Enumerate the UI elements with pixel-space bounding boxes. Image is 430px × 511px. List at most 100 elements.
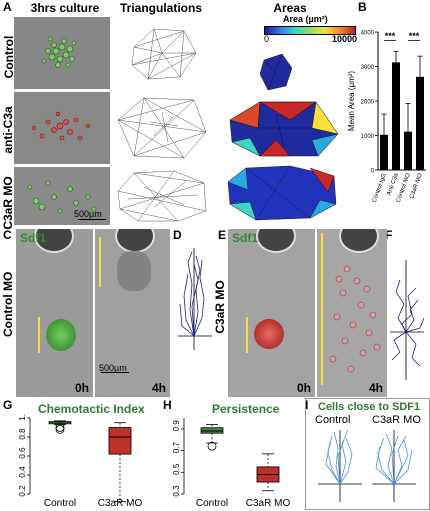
triangulation-anti-c3a	[114, 92, 210, 164]
chart-title-persistence: Persistence	[212, 402, 280, 416]
area-map-c3ar-mo	[227, 165, 337, 221]
x-tick-label: C3aR MO	[246, 498, 291, 509]
y-tick-label: 2000	[361, 100, 375, 106]
y-tick-label: 3000	[361, 65, 375, 71]
y-tick-label: 0.4	[18, 466, 27, 478]
micrograph-c3ar-mo: 500µm	[14, 167, 110, 225]
significance-label: ***	[385, 31, 396, 41]
micrograph-c3ar-mo-4h: 4h	[317, 229, 387, 397]
panel-label-e: E	[218, 228, 227, 242]
box-plot-chemotactic-index: 0.2 0.4 0.6 0.8 1.0 Control C3aR MO	[18, 414, 143, 509]
y-axis-label: Mean Area (µm²)	[347, 71, 356, 132]
y-tick-label: 0.6	[18, 447, 27, 459]
bar	[392, 62, 400, 170]
cell-cluster	[117, 251, 151, 291]
sdf1-bead	[115, 229, 155, 253]
area-maps	[227, 53, 339, 221]
y-tick-label: 0.3	[172, 485, 181, 497]
scalebar-line	[101, 372, 129, 373]
triangulation-mesh	[114, 167, 210, 225]
chart-title-chemotactic-index: Chemotactic Index	[38, 402, 145, 416]
y-tick-label: 0.5	[172, 463, 181, 475]
significance-label: ***	[409, 31, 420, 41]
header-3hrs-culture: 3hrs culture	[30, 1, 100, 15]
triangulation-mesh	[114, 17, 210, 89]
x-tick-label: C3aR MO	[98, 498, 143, 509]
triangulation-mesh	[114, 92, 210, 164]
area-map-control	[259, 53, 293, 91]
panel-label-d: D	[173, 228, 182, 242]
panel-i-label-c3ar-mo: C3aR MO	[372, 414, 421, 426]
bar-chart-mean-area: 0 1000 2000 3000 4000 Mean Area (µm²) Control …	[347, 31, 426, 204]
y-tick-label: 0	[371, 169, 375, 175]
box	[200, 427, 224, 434]
time-label: 0h	[74, 381, 89, 395]
panel-i-label-control: Control	[315, 414, 351, 426]
y-tick-label: 0.8	[18, 428, 27, 440]
colorbar-max: 10000	[332, 34, 358, 44]
micrograph-anti-c3a	[14, 92, 110, 164]
scalebar-line	[78, 219, 106, 220]
panel-label-h: H	[163, 398, 172, 412]
triangulation-control	[114, 17, 210, 89]
row-label-control-mo: Control MO	[1, 271, 15, 337]
time-label: 4h	[368, 381, 383, 395]
y-tick-label: 1.0	[18, 414, 27, 421]
y-tick-label: 1000	[361, 134, 375, 140]
yellow-marker	[321, 233, 323, 385]
x-tick-label: Control	[196, 498, 228, 509]
panel-label-b: B	[358, 0, 367, 14]
panel-label-g: G	[3, 398, 13, 412]
sdf1-label: Sdf1	[232, 231, 259, 245]
cell-cluster	[46, 319, 76, 351]
row-label-c3ar-mo: C3aR MO	[1, 176, 15, 230]
tracks-close-to-sdf1	[318, 429, 416, 502]
panel-label-f: F	[385, 228, 393, 242]
row-label-c3ar-mo-e: C3aR MO	[213, 280, 227, 334]
yellow-marker	[99, 237, 101, 287]
sdf1-label: Sdf1	[20, 231, 47, 245]
panel-i-title: Cells close to SDF1	[318, 401, 421, 413]
box	[108, 427, 132, 455]
yellow-marker	[38, 317, 40, 353]
colorbar-title: Area (µm²)	[283, 14, 328, 24]
time-label: 0h	[296, 381, 311, 395]
outlier	[55, 423, 65, 432]
colorbar-min: 0	[264, 34, 270, 44]
tracks-c3ar-mo	[390, 260, 425, 380]
micrograph-c3ar-mo-0h: Sdf1 0h	[228, 229, 315, 397]
cell-cluster-red	[31, 111, 91, 141]
x-tick-label: Control	[44, 498, 76, 509]
box-plot-persistence: 0.3 0.5 0.7 0.9 Control C3aR MO	[172, 418, 291, 509]
x-tick-label: C3aR MO	[409, 172, 424, 199]
bar	[416, 76, 424, 170]
header-triangulations: Triangulations	[119, 1, 202, 15]
micrograph-control	[14, 17, 110, 89]
triangulation-c3ar-mo	[114, 167, 210, 225]
header-areas: Areas	[273, 1, 307, 15]
y-tick-label: 0.2	[18, 485, 27, 497]
row-label-anti-c3a: anti-C3a	[1, 106, 15, 154]
colorbar	[264, 26, 356, 35]
yellow-marker	[246, 317, 248, 353]
panel-label-a: A	[3, 0, 12, 14]
area-map-anti-c3a	[229, 101, 339, 157]
bar	[404, 131, 412, 170]
x-tick-label: Control IgG	[372, 172, 388, 203]
bar	[380, 134, 388, 170]
micrograph-control-mo-0h: Sdf1 0h	[16, 229, 93, 397]
scattered-cells	[329, 265, 381, 373]
sdf1-bead	[256, 229, 296, 253]
cell-cluster-green-2	[27, 180, 97, 214]
cell-cluster-green	[41, 36, 77, 68]
tracks-control-mo	[178, 248, 212, 350]
y-tick-label: 0.7	[172, 441, 181, 453]
y-tick-label: 4000	[361, 31, 375, 37]
cell-cluster	[254, 319, 284, 349]
micrograph-control-mo-4h: 500µm 4h	[95, 229, 170, 397]
panel-label-c: C	[3, 228, 12, 242]
outlier	[55, 424, 65, 434]
time-label: 4h	[151, 381, 166, 395]
outlier	[207, 441, 217, 451]
y-tick-label: 0.9	[172, 420, 181, 432]
